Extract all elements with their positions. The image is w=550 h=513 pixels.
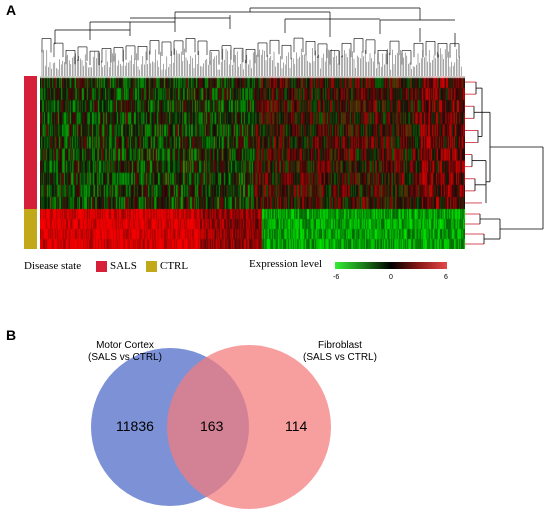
expression-level-label: Expression level [249,258,323,270]
sals-legend-swatch [96,261,107,272]
colorbar-tick-mid: 0 [389,274,393,281]
colorbar-tick-min: -6 [333,274,340,281]
venn-diagram [91,345,331,509]
ctrl-state-bar [24,209,37,249]
motor-cortex-title-line2: (SALS vs CTRL) [88,352,162,363]
panel-a-label: A [6,2,17,18]
motor-cortex-count: 11836 [116,418,154,434]
column-dendrogram [41,7,462,76]
fibroblast-circle [167,345,331,509]
disease-state-label: Disease state [24,260,82,272]
panel-b-label: B [6,327,17,343]
fibroblast-count: 114 [285,418,308,434]
overlap-count: 163 [200,418,224,434]
expression-colorbar [335,262,447,269]
ctrl-legend-label: CTRL [160,260,189,272]
sals-state-bar [24,76,37,209]
sals-legend-label: SALS [110,260,137,272]
fibroblast-title-line1: Fibroblast [318,340,362,351]
motor-cortex-title-line1: Motor Cortex [96,340,154,351]
motor-cortex-title: Motor Cortex (SALS vs CTRL) [70,340,180,364]
expression-heatmap [40,76,465,249]
colorbar-tick-max: 6 [444,274,448,281]
ctrl-legend-swatch [146,261,157,272]
fibroblast-title-line2: (SALS vs CTRL) [303,352,377,363]
fibroblast-title: Fibroblast (SALS vs CTRL) [280,340,400,364]
